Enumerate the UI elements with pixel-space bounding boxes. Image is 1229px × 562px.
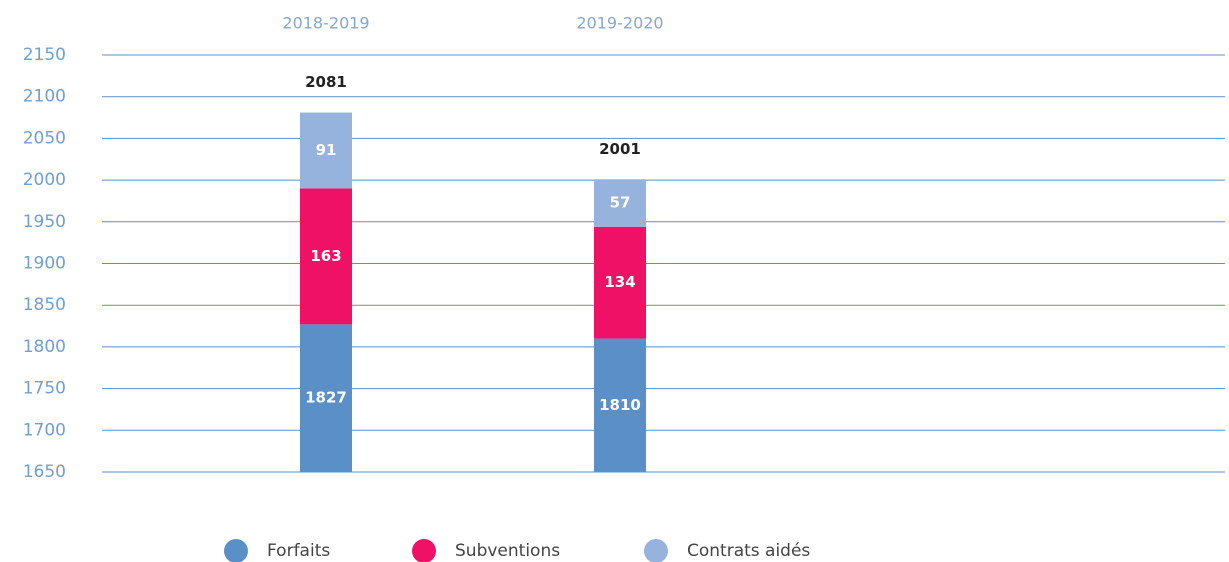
bar-segment bbox=[594, 226, 646, 339]
legend-label: Contrats aidés bbox=[687, 541, 810, 561]
legend-label: Subventions bbox=[455, 541, 560, 561]
legend-swatch bbox=[224, 539, 248, 562]
y-tick-label: 2150 bbox=[23, 45, 66, 65]
y-tick-label: 2050 bbox=[23, 128, 66, 148]
y-tick-label: 1650 bbox=[23, 462, 66, 482]
y-tick-label: 1750 bbox=[23, 379, 66, 399]
value-label: 57 bbox=[610, 194, 631, 212]
y-tick-label: 2100 bbox=[23, 87, 66, 107]
value-label: 163 bbox=[310, 247, 341, 265]
y-tick-label: 1900 bbox=[23, 254, 66, 274]
value-label: 1827 bbox=[305, 389, 347, 407]
y-tick-label: 1800 bbox=[23, 337, 66, 357]
legend-swatch bbox=[412, 539, 436, 562]
x-tick-label: 2018-2019 bbox=[282, 14, 369, 33]
y-tick-label: 1700 bbox=[23, 420, 66, 440]
value-label: 91 bbox=[316, 141, 337, 159]
total-label: 2001 bbox=[599, 140, 641, 158]
bar-segment bbox=[300, 112, 352, 189]
total-label: 2081 bbox=[305, 73, 347, 91]
value-label: 1810 bbox=[599, 396, 641, 414]
y-tick-label: 2000 bbox=[23, 170, 66, 190]
legend-swatch bbox=[644, 539, 668, 562]
legend-label: Forfaits bbox=[267, 541, 330, 561]
bar-segment bbox=[300, 324, 352, 472]
bar-segment bbox=[594, 179, 646, 227]
value-label: 134 bbox=[604, 273, 635, 291]
x-tick-label: 2019-2020 bbox=[576, 14, 663, 33]
y-tick-label: 1850 bbox=[23, 295, 66, 315]
y-tick-label: 1950 bbox=[23, 212, 66, 232]
bar-segment bbox=[594, 338, 646, 472]
bar-segment bbox=[300, 188, 352, 325]
